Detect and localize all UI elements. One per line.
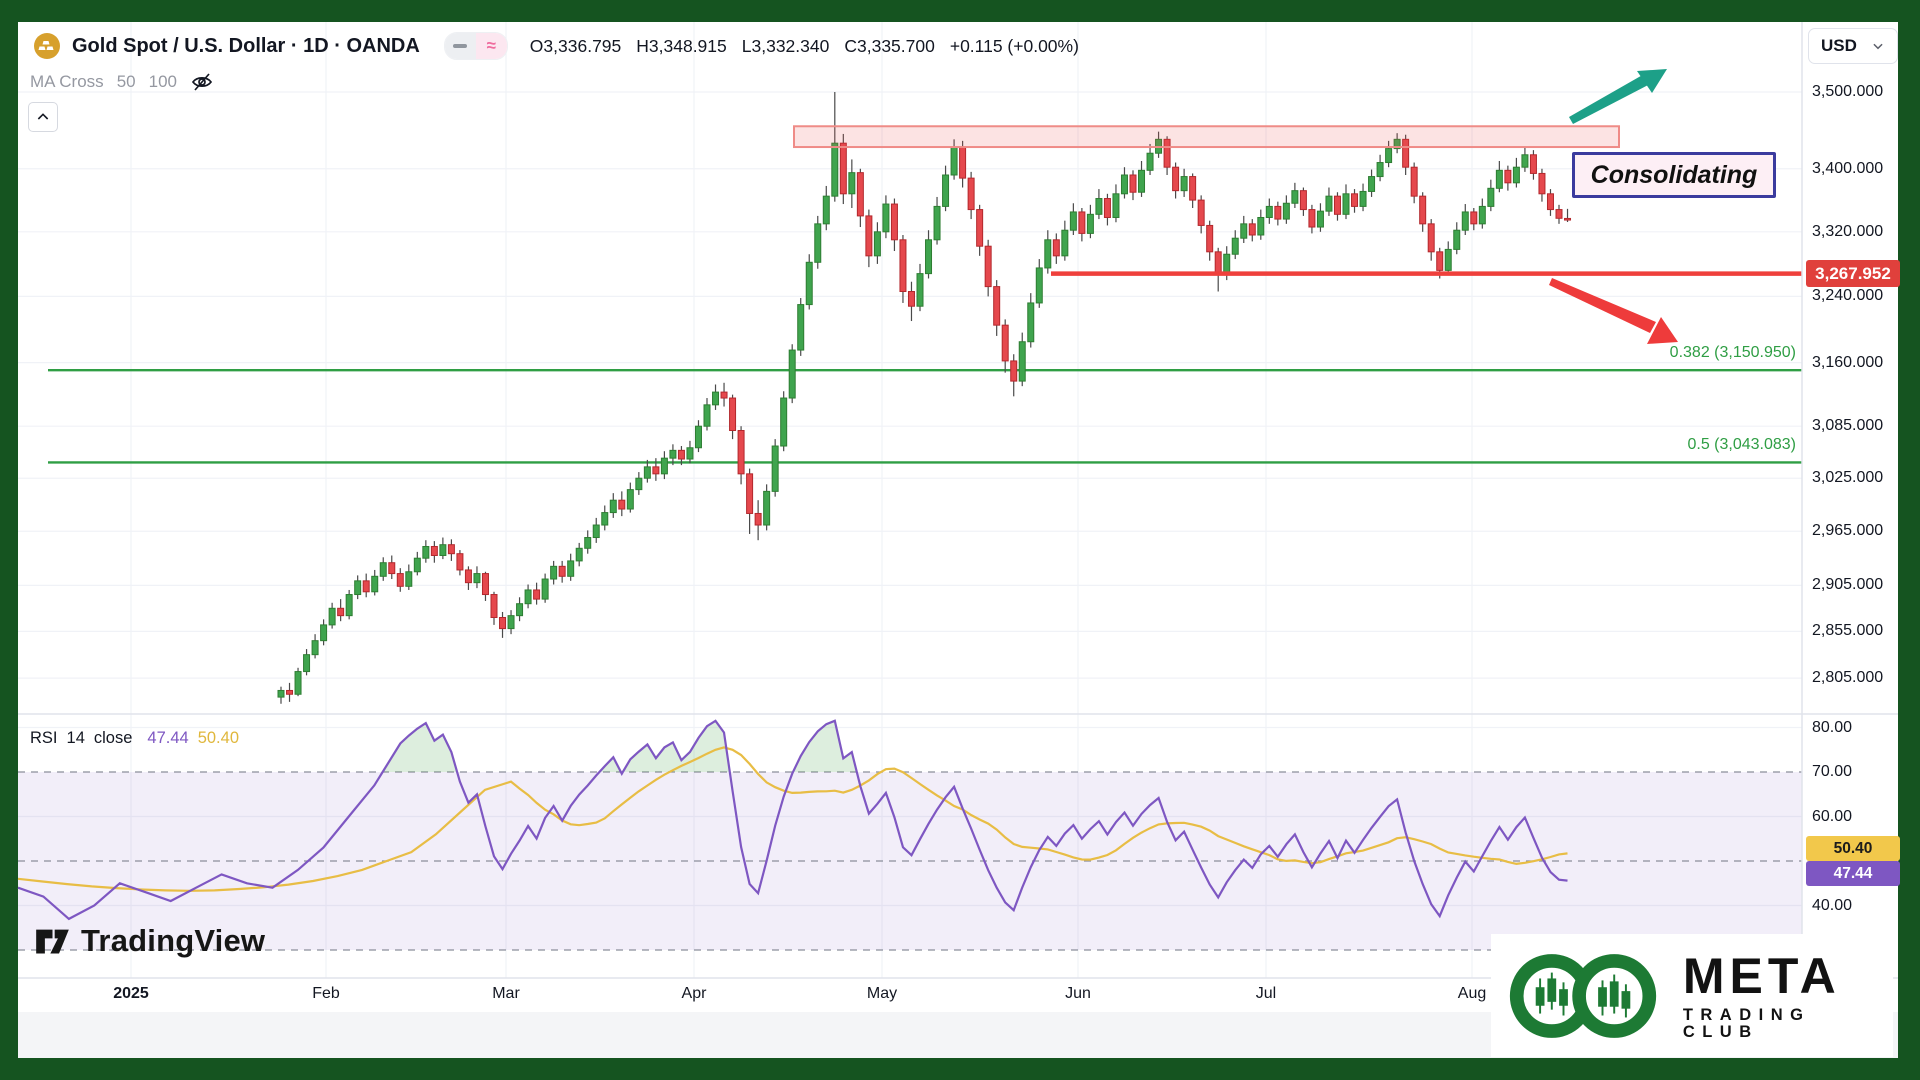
- line-style-segment[interactable]: [444, 33, 476, 59]
- time-axis-label: Apr: [681, 985, 707, 1002]
- price-axis-tick: 2,805.000: [1812, 669, 1884, 687]
- rsi-axis-tick: 60.00: [1812, 807, 1853, 825]
- time-axis-label: Mar: [492, 985, 520, 1002]
- price-axis-tick: 3,160.000: [1812, 353, 1884, 371]
- price-axis-tick: 3,240.000: [1812, 287, 1884, 305]
- price-axis-tick: 3,025.000: [1812, 469, 1884, 487]
- rsi-axis-tick: 80.00: [1812, 718, 1853, 736]
- currency-value: USD: [1821, 36, 1857, 55]
- ohlc-close: C3,335.700: [844, 35, 935, 56]
- rsi-name: RSI: [30, 728, 58, 747]
- symbol-header: Gold Spot / U.S. Dollar · 1D · OANDA ≈ O…: [34, 32, 1079, 60]
- rsi-period: 14: [66, 728, 85, 747]
- time-axis-label: Jul: [1255, 985, 1277, 1002]
- price-axis-tick: 3,400.000: [1812, 159, 1884, 177]
- rsi-legend[interactable]: RSI 14 close 47.44 50.40: [30, 726, 239, 750]
- meta-infinity-logo-icon: [1509, 953, 1657, 1038]
- time-axis-label: Jun: [1065, 985, 1091, 1002]
- chevron-down-icon: [1873, 43, 1883, 50]
- rsi-axis-tick: 70.00: [1812, 763, 1853, 780]
- tradingview-watermark: TradingView: [34, 922, 265, 959]
- meta-logo-subtitle: TRADING CLUB: [1682, 1006, 1811, 1041]
- indicator-row[interactable]: MA Cross 50 100: [30, 70, 214, 94]
- support-price-badge: 3,267.952: [1806, 260, 1900, 287]
- time-axis-label: Aug: [1457, 985, 1487, 1002]
- time-axis-label: 2025: [113, 985, 149, 1002]
- tradingview-watermark-text: TradingView: [81, 922, 266, 958]
- wave-icon: ≈: [486, 36, 496, 55]
- indicator-param-1: 50: [116, 72, 136, 91]
- time-axis-label: Feb: [312, 985, 340, 1002]
- price-axis-tick: 3,320.000: [1812, 222, 1884, 240]
- wave-style-segment[interactable]: ≈: [475, 33, 507, 59]
- ohlc-high: H3,348.915: [636, 35, 727, 56]
- dash-icon: [453, 44, 468, 48]
- tradingview-logo-icon: [36, 929, 69, 954]
- rsi-ma-badge: 50.40: [1806, 836, 1900, 861]
- ohlc-values: O3,336.795 H3,348.915 L3,332.340 C3,335.…: [530, 36, 1079, 57]
- meta-trading-club-logo: META TRADING CLUB: [1491, 934, 1893, 1057]
- fib-05-label: 0.5 (3,043.083): [1687, 436, 1796, 453]
- rsi-value-badge: 47.44: [1806, 861, 1900, 886]
- ohlc-low: L3,332.340: [741, 35, 830, 56]
- rsi-axis-tick: 40.00: [1812, 896, 1853, 914]
- gold-symbol-icon: [34, 33, 60, 59]
- price-axis-tick: 2,965.000: [1812, 522, 1884, 540]
- indicator-name: MA Cross: [30, 72, 104, 91]
- rsi-current-value: 47.44: [147, 728, 189, 747]
- currency-selector[interactable]: USD: [1808, 28, 1898, 64]
- consolidating-callout[interactable]: Consolidating: [1572, 152, 1776, 198]
- rsi-ma-value: 50.40: [197, 728, 239, 747]
- meta-logo-title: META: [1682, 948, 1841, 1004]
- rsi-source: close: [93, 728, 133, 747]
- symbol-title[interactable]: Gold Spot / U.S. Dollar · 1D · OANDA: [72, 34, 420, 57]
- indicator-param-2: 100: [148, 72, 177, 91]
- price-axis-tick: 3,500.000: [1812, 83, 1884, 100]
- ohlc-open: O3,336.795: [529, 35, 622, 56]
- chevron-up-icon: [37, 113, 49, 120]
- chart-style-toggle[interactable]: ≈: [443, 32, 508, 60]
- meta-logo-text: META TRADING CLUB: [1683, 951, 1893, 1040]
- fib-0382-label: 0.382 (3,150.950): [1669, 344, 1796, 361]
- price-axis-tick: 3,085.000: [1812, 417, 1884, 435]
- eye-off-icon[interactable]: [190, 70, 214, 94]
- time-axis-label: May: [866, 985, 898, 1002]
- collapse-pane-button[interactable]: [28, 102, 58, 132]
- price-axis-tick: 2,905.000: [1812, 576, 1884, 594]
- price-axis-tick: 2,855.000: [1812, 622, 1884, 640]
- ohlc-change: +0.115 (+0.00%): [949, 35, 1079, 56]
